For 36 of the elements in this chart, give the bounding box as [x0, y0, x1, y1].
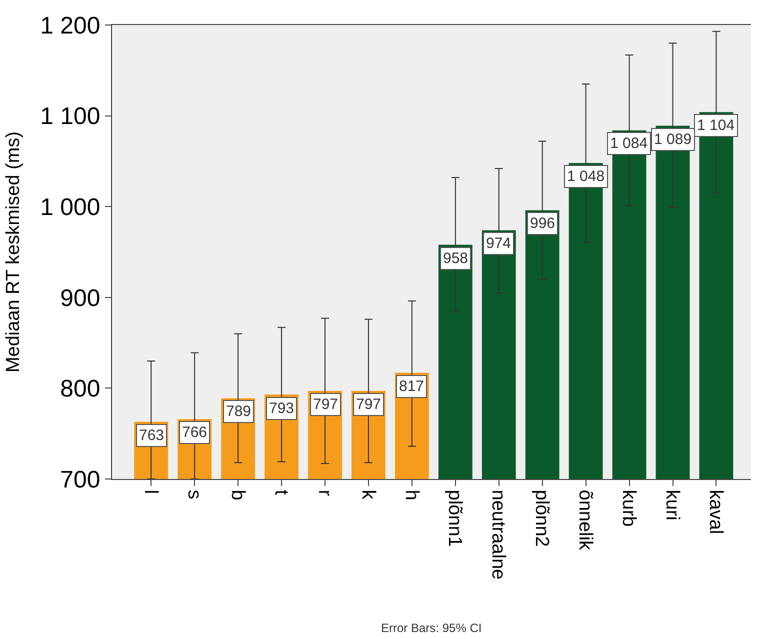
data-label: 817 [399, 378, 424, 395]
x-tick-label: õnnelik [574, 490, 596, 551]
data-label: 958 [443, 250, 468, 267]
text: Error Bars: 95% CI [381, 621, 482, 635]
data-label: 974 [486, 235, 512, 252]
data-label: 797 [356, 396, 382, 413]
x-tick-label: kaval [705, 490, 726, 534]
x-tick-label: plõnn1 [444, 490, 466, 547]
data-label: 793 [269, 400, 294, 417]
y-tick-label: 1 100 [40, 103, 100, 130]
y-tick-label: 800 [60, 376, 100, 403]
x-tick-label: neutraalne [488, 490, 509, 580]
y-tick-label: 1 000 [40, 194, 100, 221]
y-tick-label: 700 [60, 466, 100, 494]
y-tick-label: 900 [60, 284, 100, 312]
data-label: 1 089 [654, 131, 692, 148]
y-axis-title: Mediaan RT keskmised (ms) [2, 131, 24, 373]
y-tick-label: 1 200 [40, 12, 100, 40]
x-tick-label: l [140, 490, 161, 494]
x-tick-label: kuri [662, 490, 683, 520]
data-label: 1 104 [697, 117, 735, 134]
data-label: 789 [226, 403, 252, 420]
data-label: 797 [313, 396, 338, 413]
x-tick-label: s [183, 490, 204, 500]
x-tick-label: plõnn2 [531, 490, 552, 547]
x-tick-label: k [357, 490, 378, 500]
data-label: 996 [530, 215, 556, 232]
x-tick-label: h [400, 490, 422, 500]
data-label: 763 [139, 427, 164, 444]
x-tick-label: kurb [618, 490, 640, 527]
x-tick-label: r [314, 490, 335, 497]
data-label: 766 [182, 424, 208, 441]
data-label: 1 048 [567, 168, 605, 185]
data-label: 1 084 [610, 135, 648, 152]
x-tick-label: t [270, 490, 292, 496]
x-tick-label: b [226, 490, 248, 500]
